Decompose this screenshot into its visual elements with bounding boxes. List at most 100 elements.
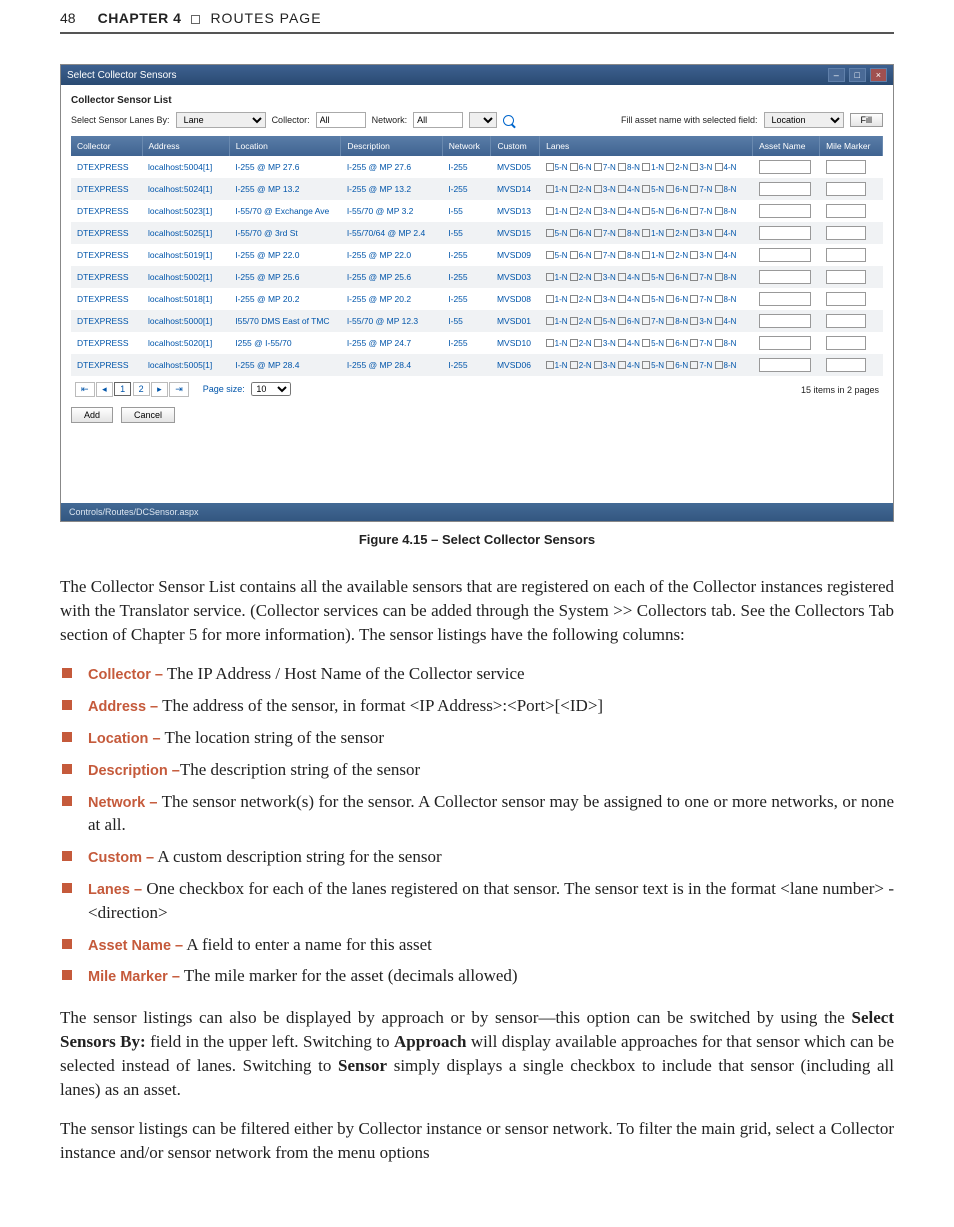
add-button[interactable]: Add xyxy=(71,407,113,423)
lane-checkbox[interactable] xyxy=(546,339,554,347)
lane-checkbox[interactable] xyxy=(666,339,674,347)
lane-checkbox[interactable] xyxy=(594,361,602,369)
mile-marker-input[interactable] xyxy=(826,204,866,218)
col-header[interactable]: Network xyxy=(442,136,491,156)
collector-input[interactable] xyxy=(316,112,366,128)
lane-checkbox[interactable] xyxy=(642,207,650,215)
lane-checkbox[interactable] xyxy=(690,361,698,369)
lane-checkbox[interactable] xyxy=(690,207,698,215)
lane-checkbox[interactable] xyxy=(642,229,650,237)
col-header[interactable]: Asset Name xyxy=(753,136,820,156)
asset-name-input[interactable] xyxy=(759,336,811,350)
mile-marker-input[interactable] xyxy=(826,336,866,350)
lane-checkbox[interactable] xyxy=(690,229,698,237)
col-header[interactable]: Location xyxy=(229,136,341,156)
lane-checkbox[interactable] xyxy=(690,273,698,281)
lane-checkbox[interactable] xyxy=(618,251,626,259)
lane-checkbox[interactable] xyxy=(546,295,554,303)
mile-marker-input[interactable] xyxy=(826,226,866,240)
lane-checkbox[interactable] xyxy=(666,273,674,281)
mile-marker-input[interactable] xyxy=(826,314,866,328)
lane-checkbox[interactable] xyxy=(594,163,602,171)
network-input[interactable] xyxy=(413,112,463,128)
lane-checkbox[interactable] xyxy=(570,185,578,193)
pager-page-1[interactable]: 1 xyxy=(114,382,131,396)
col-header[interactable]: Collector xyxy=(71,136,142,156)
lane-checkbox[interactable] xyxy=(570,229,578,237)
col-header[interactable]: Mile Marker xyxy=(820,136,883,156)
lane-checkbox[interactable] xyxy=(546,185,554,193)
mile-marker-input[interactable] xyxy=(826,270,866,284)
lane-checkbox[interactable] xyxy=(594,273,602,281)
lane-checkbox[interactable] xyxy=(570,273,578,281)
asset-name-input[interactable] xyxy=(759,314,811,328)
lane-checkbox[interactable] xyxy=(715,207,723,215)
lane-checkbox[interactable] xyxy=(618,163,626,171)
pager-last-icon[interactable]: ⇥ xyxy=(169,382,189,397)
lane-checkbox[interactable] xyxy=(618,361,626,369)
asset-name-input[interactable] xyxy=(759,292,811,306)
lane-checkbox[interactable] xyxy=(570,163,578,171)
lane-checkbox[interactable] xyxy=(618,207,626,215)
lane-checkbox[interactable] xyxy=(570,317,578,325)
asset-name-input[interactable] xyxy=(759,160,811,174)
asset-name-input[interactable] xyxy=(759,226,811,240)
lane-checkbox[interactable] xyxy=(715,273,723,281)
asset-name-input[interactable] xyxy=(759,248,811,262)
lane-checkbox[interactable] xyxy=(715,317,723,325)
mile-marker-input[interactable] xyxy=(826,358,866,372)
col-header[interactable]: Address xyxy=(142,136,229,156)
col-header[interactable]: Custom xyxy=(491,136,540,156)
lane-checkbox[interactable] xyxy=(570,251,578,259)
lane-checkbox[interactable] xyxy=(618,229,626,237)
mile-marker-input[interactable] xyxy=(826,182,866,196)
lane-checkbox[interactable] xyxy=(642,273,650,281)
pager-next-icon[interactable]: ▸ xyxy=(151,382,168,397)
pager-first-icon[interactable]: ⇤ xyxy=(75,382,95,397)
lane-checkbox[interactable] xyxy=(715,185,723,193)
lane-checkbox[interactable] xyxy=(715,229,723,237)
lane-checkbox[interactable] xyxy=(642,317,650,325)
lane-checkbox[interactable] xyxy=(546,317,554,325)
mile-marker-input[interactable] xyxy=(826,160,866,174)
lane-checkbox[interactable] xyxy=(666,229,674,237)
lane-checkbox[interactable] xyxy=(618,317,626,325)
lane-checkbox[interactable] xyxy=(546,163,554,171)
lane-checkbox[interactable] xyxy=(594,229,602,237)
lane-checkbox[interactable] xyxy=(666,207,674,215)
lane-checkbox[interactable] xyxy=(594,317,602,325)
lane-checkbox[interactable] xyxy=(594,295,602,303)
lane-checkbox[interactable] xyxy=(666,361,674,369)
lane-checkbox[interactable] xyxy=(642,339,650,347)
lane-checkbox[interactable] xyxy=(715,361,723,369)
minimize-icon[interactable]: – xyxy=(828,68,845,82)
lane-checkbox[interactable] xyxy=(690,317,698,325)
mile-marker-input[interactable] xyxy=(826,248,866,262)
lane-checkbox[interactable] xyxy=(690,163,698,171)
lane-checkbox[interactable] xyxy=(642,295,650,303)
lane-checkbox[interactable] xyxy=(715,339,723,347)
maximize-icon[interactable]: □ xyxy=(849,68,866,82)
page-size-dropdown[interactable]: 10 xyxy=(251,382,291,396)
lane-checkbox[interactable] xyxy=(618,273,626,281)
lane-checkbox[interactable] xyxy=(618,295,626,303)
lane-checkbox[interactable] xyxy=(666,185,674,193)
lane-checkbox[interactable] xyxy=(642,251,650,259)
lane-checkbox[interactable] xyxy=(642,163,650,171)
lane-checkbox[interactable] xyxy=(546,361,554,369)
lane-checkbox[interactable] xyxy=(570,339,578,347)
mile-marker-input[interactable] xyxy=(826,292,866,306)
lane-checkbox[interactable] xyxy=(690,295,698,303)
lane-checkbox[interactable] xyxy=(666,163,674,171)
asset-name-input[interactable] xyxy=(759,270,811,284)
lane-checkbox[interactable] xyxy=(546,251,554,259)
lane-checkbox[interactable] xyxy=(642,185,650,193)
lane-checkbox[interactable] xyxy=(546,273,554,281)
lane-checkbox[interactable] xyxy=(546,229,554,237)
lane-checkbox[interactable] xyxy=(666,317,674,325)
lane-checkbox[interactable] xyxy=(666,251,674,259)
cancel-button[interactable]: Cancel xyxy=(121,407,175,423)
lane-checkbox[interactable] xyxy=(570,295,578,303)
network-ext-dropdown[interactable] xyxy=(469,112,497,128)
lane-checkbox[interactable] xyxy=(690,339,698,347)
